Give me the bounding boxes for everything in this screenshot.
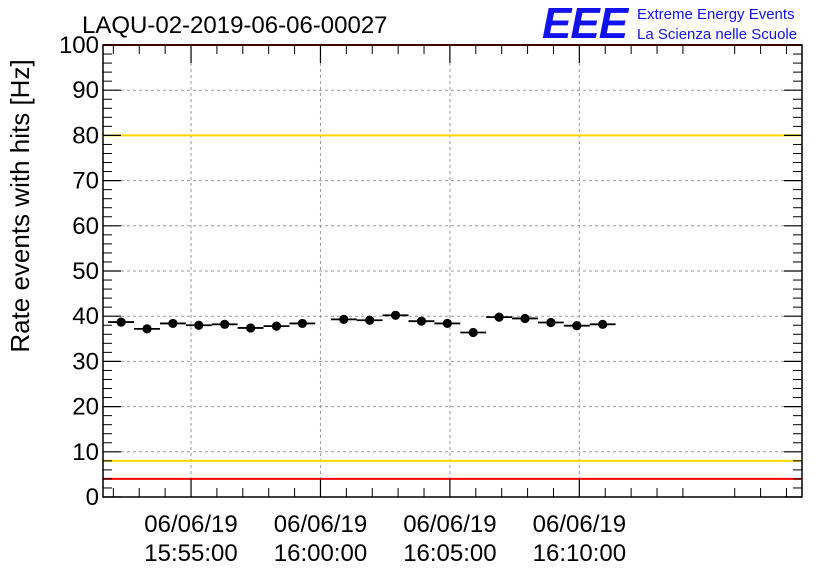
plot-frame bbox=[102, 44, 803, 498]
data-point bbox=[245, 323, 256, 333]
y-tick-label: 10 bbox=[72, 439, 99, 466]
y-tick-labels: 0 10 20 30 40 50 60 70 80 90 100 bbox=[59, 32, 99, 511]
y-tick-label: 0 bbox=[86, 484, 99, 511]
data-point bbox=[416, 316, 427, 326]
data-point bbox=[168, 318, 178, 329]
chart-title: LAQU-02-2019-06-06-00027 bbox=[82, 12, 388, 39]
data-point bbox=[572, 321, 582, 331]
logo-line-1: Extreme Energy Events bbox=[637, 6, 795, 23]
data-point bbox=[468, 327, 478, 338]
y-tick-label: 50 bbox=[72, 258, 99, 285]
y-tick-label: 30 bbox=[72, 348, 99, 375]
data-point bbox=[442, 318, 452, 329]
x-tick-label-time: 15:55:00 bbox=[144, 540, 237, 567]
data-point bbox=[220, 319, 230, 329]
y-tick-label: 100 bbox=[59, 32, 99, 59]
x-tick-label-date: 06/06/19 bbox=[533, 511, 626, 538]
data-point bbox=[297, 318, 307, 329]
reference-lines bbox=[103, 44, 802, 480]
data-point bbox=[339, 314, 349, 324]
y-tick-label: 20 bbox=[72, 394, 99, 421]
eee-logo: EEE Extreme Energy Events La Scienza nel… bbox=[542, 0, 797, 48]
y-tick-label: 60 bbox=[72, 213, 99, 240]
y-tick-label: 90 bbox=[72, 77, 99, 104]
data-point bbox=[365, 315, 375, 325]
data-point bbox=[142, 324, 152, 334]
x-tick-label-date: 06/06/19 bbox=[274, 511, 367, 538]
y-axis-label: Rate events with hits [Hz] bbox=[5, 59, 35, 352]
y-tick-label: 40 bbox=[72, 303, 99, 330]
x-tick-label-time: 16:10:00 bbox=[533, 540, 626, 567]
x-tick-label-time: 16:05:00 bbox=[403, 540, 496, 567]
data-point bbox=[116, 317, 126, 327]
data-point bbox=[546, 317, 556, 328]
logo-line-2: La Scienza nelle Scuole bbox=[637, 26, 797, 43]
x-tick-labels: 06/06/1915:55:0006/06/1916:00:0006/06/19… bbox=[144, 511, 626, 567]
data-point bbox=[390, 310, 401, 320]
eee-logo-mark: EEE bbox=[542, 0, 630, 48]
y-tick-label: 80 bbox=[72, 122, 99, 149]
data-point bbox=[194, 320, 204, 330]
data-point bbox=[520, 313, 530, 324]
x-tick-label-date: 06/06/19 bbox=[144, 511, 237, 538]
grid bbox=[103, 45, 802, 497]
y-tick-label: 70 bbox=[72, 168, 99, 195]
data-point bbox=[598, 319, 608, 329]
x-tick-label-time: 16:00:00 bbox=[274, 540, 367, 567]
data-series bbox=[108, 310, 616, 338]
data-point bbox=[494, 312, 504, 322]
x-tick-label-date: 06/06/19 bbox=[403, 511, 496, 538]
data-point bbox=[271, 321, 282, 331]
